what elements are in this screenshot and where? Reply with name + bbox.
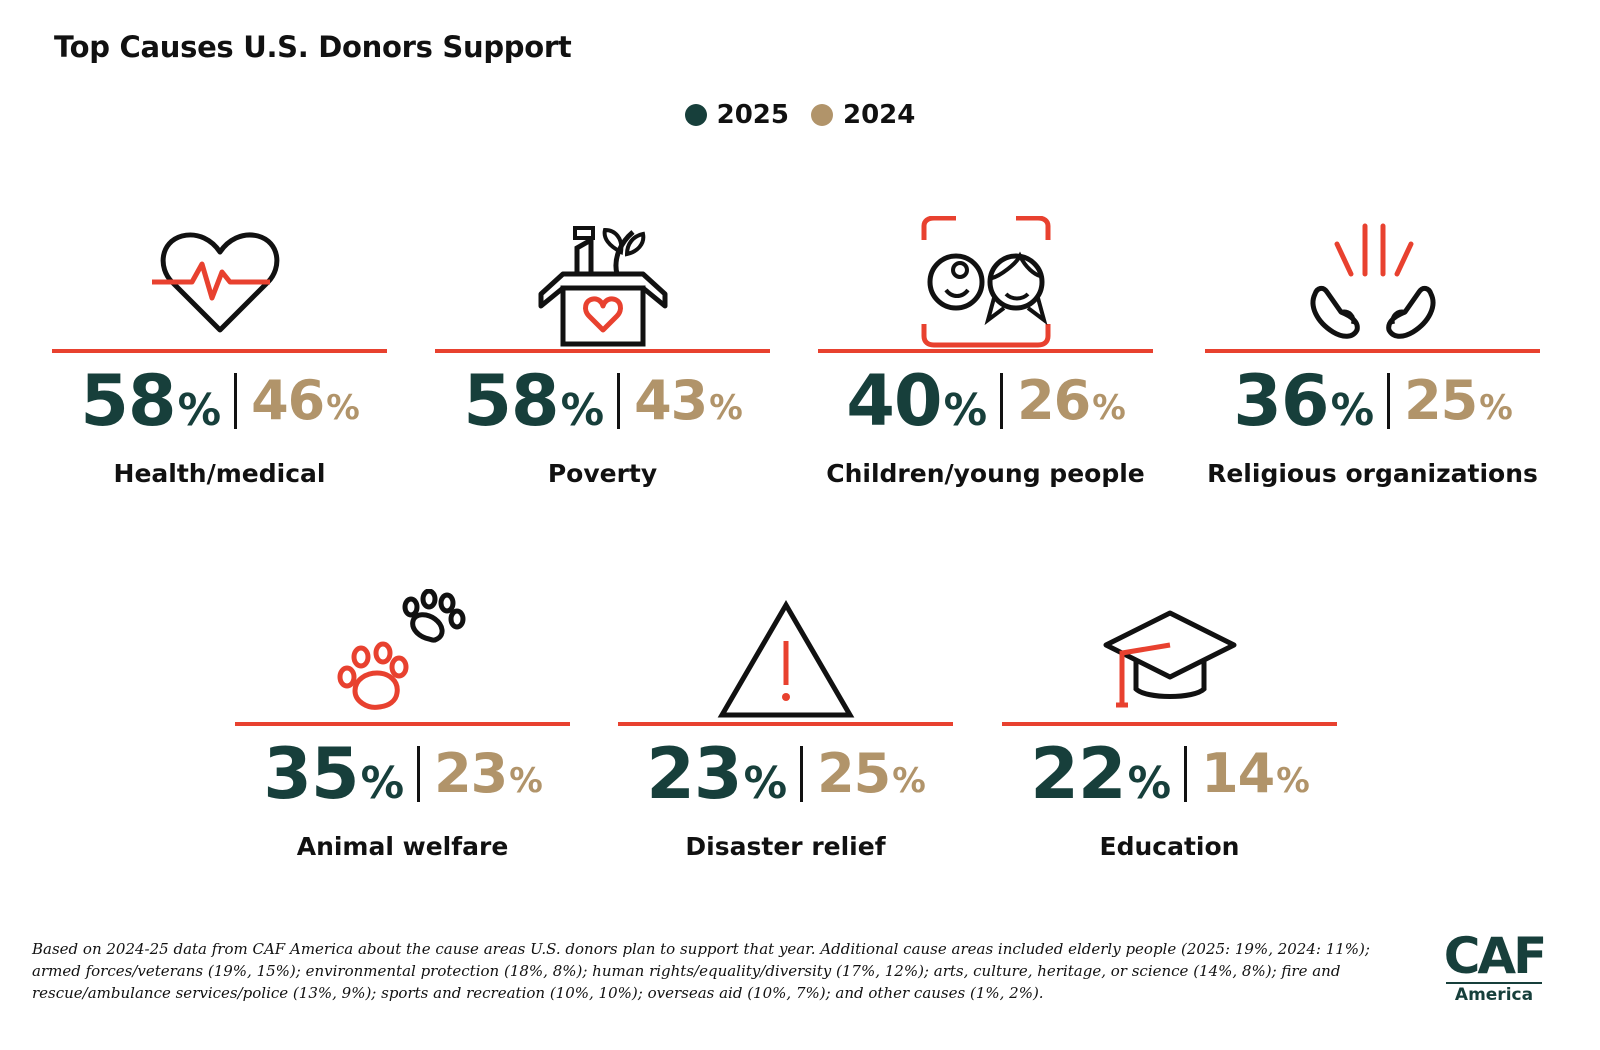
values-row: 58% 46% (52, 366, 387, 436)
values-row: 40% 26% (818, 366, 1153, 436)
cause-card-poverty: 58% 43% Poverty (435, 198, 770, 528)
cause-card-children: 40% 26% Children/young people (818, 198, 1153, 528)
legend-swatch-2024 (811, 104, 833, 126)
value-2024: 14% (1201, 742, 1310, 805)
divider-rule (235, 722, 570, 726)
value-2025: 58% (463, 360, 604, 442)
caf-america-logo: CAF America (1442, 927, 1548, 1006)
divider-rule (1205, 349, 1540, 353)
logo-main-text: CAF (1443, 927, 1548, 985)
values-row: 23% 25% (618, 739, 953, 809)
cause-label: Animal welfare (296, 832, 509, 861)
divider-rule (618, 722, 953, 726)
value-2025: 22% (1030, 733, 1171, 815)
divider-rule (52, 349, 387, 353)
value-2025: 58% (80, 360, 221, 442)
value-2024: 23% (434, 742, 543, 805)
cause-label: Education (1099, 832, 1240, 861)
paw-prints-icon (235, 571, 570, 721)
values-row: 35% 23% (235, 739, 570, 809)
divider-rule (1002, 722, 1337, 726)
legend-item-2025: 2025 (684, 100, 789, 130)
value-separator (1000, 373, 1004, 429)
footnote: Based on 2024-25 data from CAF America a… (32, 940, 1370, 1002)
legend-label-2024: 2024 (843, 100, 916, 130)
heart-pulse-icon (52, 198, 387, 348)
cause-card-education: 22% 14% Education (1002, 571, 1337, 901)
value-2024: 25% (1404, 369, 1513, 432)
value-separator (234, 373, 238, 429)
value-separator (417, 746, 421, 802)
values-row: 36% 25% (1205, 366, 1540, 436)
value-separator (1184, 746, 1188, 802)
cause-card-animal: 35% 23% Animal welfare (235, 571, 570, 901)
value-separator (617, 373, 621, 429)
praying-hands-icon (1205, 198, 1540, 348)
legend-label-2025: 2025 (716, 100, 789, 130)
value-2025: 35% (263, 733, 404, 815)
cause-label: Children/young people (826, 459, 1145, 488)
divider-rule (818, 349, 1153, 353)
value-2025: 40% (846, 360, 987, 442)
graduation-cap-icon (1002, 571, 1337, 721)
cause-label: Health/medical (113, 459, 326, 488)
logo-sub-text: America (1446, 982, 1542, 1006)
value-2024: 26% (1017, 369, 1126, 432)
values-row: 58% 43% (435, 366, 770, 436)
cause-card-health: 58% 46% Health/medical (52, 198, 387, 528)
cause-card-religious: 36% 25% Religious organizations (1205, 198, 1540, 528)
legend-item-2024: 2024 (811, 100, 915, 130)
chart-title: Top Causes U.S. Donors Support (54, 30, 572, 64)
value-2024: 25% (817, 742, 926, 805)
divider-rule (435, 349, 770, 353)
cause-card-disaster: 23% 25% Disaster relief (618, 571, 953, 901)
values-row: 22% 14% (1002, 739, 1337, 809)
cause-label: Religious organizations (1207, 459, 1538, 488)
children-faces-icon (818, 198, 1153, 348)
legend-swatch-2025 (684, 104, 707, 126)
value-separator (1387, 373, 1391, 429)
value-2025: 23% (646, 733, 787, 815)
value-2025: 36% (1233, 360, 1374, 442)
cause-label: Disaster relief (685, 832, 886, 861)
value-2024: 46% (251, 369, 360, 432)
value-separator (800, 746, 804, 802)
donation-box-icon (435, 198, 770, 348)
legend: 2025 2024 (0, 100, 1600, 130)
warning-triangle-icon (618, 571, 953, 721)
value-2024: 43% (634, 369, 743, 432)
cause-label: Poverty (547, 459, 658, 488)
